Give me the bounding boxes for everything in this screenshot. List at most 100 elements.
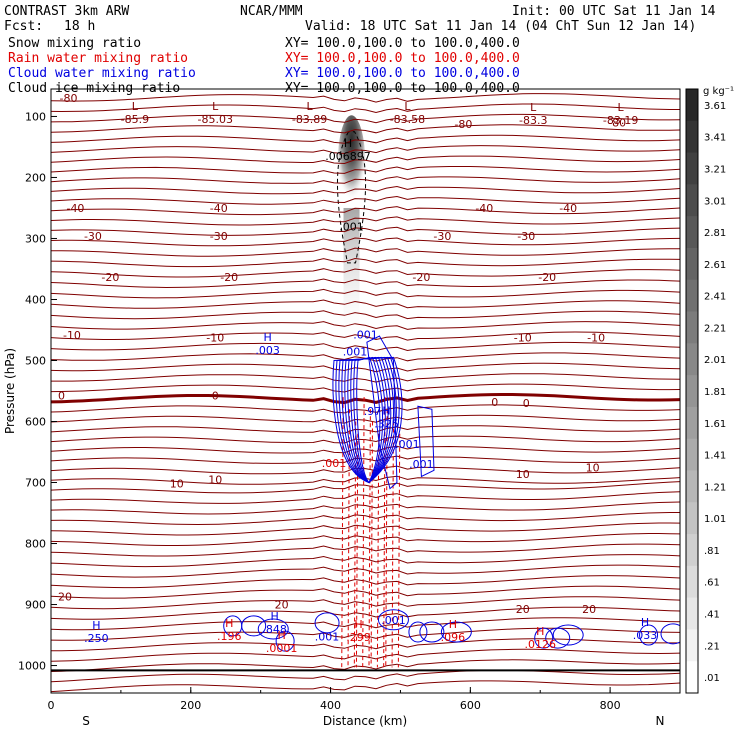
low-marker: L bbox=[404, 100, 411, 113]
low-marker: L bbox=[530, 101, 537, 114]
fcst-label: Fcst: bbox=[4, 19, 43, 34]
colorbar-swatch bbox=[686, 502, 698, 535]
y-tick-label: 400 bbox=[25, 293, 46, 306]
isotherm-label: 10 bbox=[208, 473, 222, 486]
isotherm-line bbox=[51, 617, 680, 631]
isotherm-label: -20 bbox=[220, 271, 238, 284]
isotherm-line bbox=[51, 575, 680, 589]
high-marker: H bbox=[354, 618, 362, 631]
colorbar-swatch bbox=[686, 597, 698, 630]
isotherm-line bbox=[51, 606, 680, 620]
y-tick-label: 900 bbox=[25, 599, 46, 612]
isotherm-line bbox=[51, 310, 680, 320]
rain-contour bbox=[362, 397, 365, 668]
colorbar-swatch bbox=[686, 375, 698, 408]
isotherm-label: 20 bbox=[58, 591, 72, 604]
x-axis-label: Distance (km) bbox=[323, 714, 407, 728]
isotherm-label: -40 bbox=[66, 202, 84, 215]
isotherm-label: -40 bbox=[475, 202, 493, 215]
y-tick-label: 500 bbox=[25, 354, 46, 367]
isotherm-line bbox=[51, 278, 680, 289]
colorbar-swatch bbox=[686, 89, 698, 122]
isotherm-label: -40 bbox=[210, 202, 228, 215]
field-xy-rain: XY= 100.0,100.0 to 100.0,400.0 bbox=[285, 51, 520, 66]
colorbar-swatch bbox=[686, 534, 698, 567]
high-value: .096 bbox=[441, 631, 466, 644]
model-title: CONTRAST 3km ARW bbox=[4, 4, 129, 19]
colorbar-swatch bbox=[686, 343, 698, 376]
colorbar-tick-label: .81 bbox=[704, 546, 720, 557]
isotherm-line bbox=[51, 321, 680, 330]
plot-frame bbox=[50, 88, 681, 694]
cloud-water-label: .001 bbox=[343, 345, 368, 358]
high-value: .003 bbox=[255, 344, 280, 357]
isotherm-label: 20 bbox=[275, 599, 289, 612]
isotherm-line bbox=[51, 93, 680, 103]
cloud-water-blob bbox=[660, 623, 680, 645]
cloud-water-contour bbox=[332, 356, 403, 484]
colorbar-tick-label: .01 bbox=[704, 673, 720, 684]
colorbar-swatch bbox=[686, 565, 698, 599]
high-value: .006897 bbox=[325, 150, 371, 163]
cloud-water-label: .001 bbox=[315, 630, 340, 643]
colorbar-swatch bbox=[686, 629, 698, 662]
isotherm-line bbox=[51, 491, 680, 504]
isotherm-label: 0 bbox=[523, 397, 530, 410]
field-xy-cloud-water: XY= 100.0,100.0 to 100.0,400.0 bbox=[285, 66, 520, 81]
high-value: .250 bbox=[84, 632, 109, 645]
colorbar-swatch bbox=[686, 216, 698, 249]
isotherm-line bbox=[51, 166, 680, 174]
isotherm-label: -80 bbox=[59, 92, 77, 105]
x-tick-label: 800 bbox=[600, 699, 621, 712]
y-tick-label: 200 bbox=[25, 171, 46, 184]
isotherm-label: -20 bbox=[101, 271, 119, 284]
high-value: .325 bbox=[374, 417, 399, 430]
colorbar-tick-label: 1.81 bbox=[704, 387, 726, 398]
colorbar-tick-label: .21 bbox=[704, 641, 720, 652]
colorbar-swatch bbox=[686, 279, 698, 313]
colorbar-swatch bbox=[686, 406, 698, 440]
snow-contour bbox=[337, 131, 367, 264]
isotherm-label: 10 bbox=[586, 461, 600, 474]
isotherm-line bbox=[51, 596, 680, 610]
isotherm-line bbox=[51, 501, 680, 515]
colorbar-tick-label: 2.21 bbox=[704, 323, 726, 334]
colorbar-unit: g kg⁻¹ bbox=[703, 86, 734, 97]
plume-tail bbox=[343, 207, 360, 343]
isotherm-line bbox=[51, 680, 680, 693]
colorbar-swatch bbox=[686, 311, 698, 344]
isotherm-line bbox=[51, 404, 680, 414]
cloud-water-blob bbox=[241, 615, 267, 637]
isotherm-line bbox=[51, 176, 680, 184]
isotherm-line bbox=[51, 124, 680, 134]
colorbar-tick-label: 2.01 bbox=[704, 355, 726, 366]
isotherm-label: 10 bbox=[516, 468, 530, 481]
rain-label: .001 bbox=[322, 457, 347, 470]
low-marker: L bbox=[212, 100, 219, 113]
direction-north: N bbox=[656, 714, 665, 728]
colorbar-tick-label: 3.41 bbox=[704, 133, 726, 144]
isotherm-line bbox=[51, 113, 680, 124]
isotherm-line bbox=[51, 543, 680, 557]
isotherm-label: -20 bbox=[412, 271, 430, 284]
colorbar-tick-label: .41 bbox=[704, 610, 720, 621]
init-time: Init: 00 UTC Sat 11 Jan 14 bbox=[512, 4, 716, 19]
high-marker: H bbox=[92, 619, 100, 632]
isotherm-line bbox=[51, 455, 680, 464]
isotherm-line bbox=[51, 481, 680, 494]
isotherm-line bbox=[51, 331, 680, 341]
isotherm-line bbox=[51, 627, 680, 641]
colorbar-swatch bbox=[686, 247, 698, 281]
cloud-water-blob bbox=[275, 630, 295, 652]
isotherm-label: -20 bbox=[538, 271, 556, 284]
isotherm-line bbox=[51, 533, 680, 546]
isotherm-label: 20 bbox=[582, 603, 596, 616]
low-marker: L bbox=[132, 100, 139, 113]
high-marker: H bbox=[271, 610, 279, 623]
isotherm-line bbox=[51, 268, 680, 278]
isotherm-line bbox=[51, 512, 680, 526]
high-value: .196 bbox=[217, 630, 242, 643]
colorbar-tick-label: 3.21 bbox=[704, 164, 726, 175]
colorbar-frame bbox=[685, 88, 699, 694]
colorbar-swatch bbox=[686, 120, 698, 154]
